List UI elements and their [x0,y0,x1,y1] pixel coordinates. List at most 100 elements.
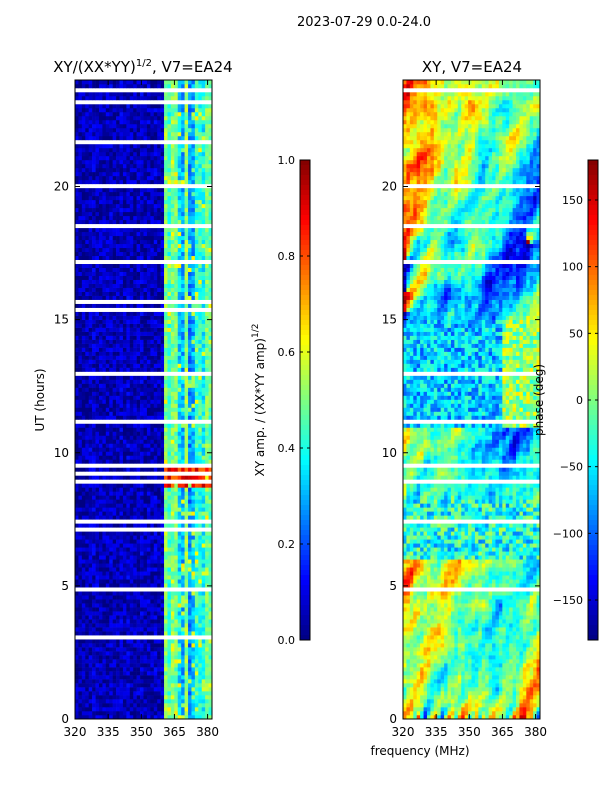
amplitude-cell [160,639,165,644]
amplitude-cell [95,331,100,336]
amplitude-cell [126,559,131,564]
amplitude-cell [194,391,199,396]
amplitude-cell [170,555,175,560]
amplitude-cell [174,687,179,692]
amplitude-cell [136,575,141,580]
amplitude-cell [75,579,79,584]
amplitude-cell [164,571,168,576]
amplitude-cell [102,547,107,552]
amplitude-cell [85,631,89,636]
amplitude-cell [208,531,213,536]
amplitude-cell [75,503,79,508]
amplitude-cell [92,411,96,416]
amplitude-cell [129,303,134,308]
amplitude-cell [105,391,110,396]
amplitude-cell [75,611,79,616]
amplitude-cell [198,335,203,340]
amplitude-cell [102,639,107,644]
amplitude-cell [177,439,182,444]
amplitude-cell [184,379,189,384]
amplitude-cell [201,195,206,201]
amplitude-cell [119,319,124,324]
amplitude-cell [157,287,161,292]
amplitude-cell [112,323,117,328]
amplitude-cell [198,643,203,648]
amplitude-cell [109,379,113,384]
amplitude-cell [116,707,120,712]
amplitude-cell [164,327,168,332]
amplitude-cell [105,251,110,257]
amplitude-cell [105,239,110,245]
amplitude-cell [133,443,137,448]
amplitude-cell [112,599,117,604]
amplitude-cell [150,247,155,253]
amplitude-cell [95,399,100,404]
amplitude-cell [188,595,192,600]
amplitude-cell [143,331,148,336]
amplitude-cell [157,699,161,704]
amplitude-cell [112,651,117,656]
amplitude-cell [109,559,113,564]
amplitude-cell [78,191,83,197]
amplitude-cell [194,179,199,185]
amplitude-cell [164,507,168,512]
amplitude-cell [191,603,196,608]
amplitude-cell [208,359,213,364]
amplitude-cell [102,655,107,660]
amplitude-cell [208,515,213,520]
amplitude-cell [153,695,158,700]
amplitude-cell [150,171,155,177]
amplitude-cell [126,219,131,225]
amplitude-cell [177,543,182,548]
amplitude-cell [157,555,161,560]
amplitude-cell [194,311,199,316]
amplitude-cell [160,435,165,440]
amplitude-cell [133,207,137,213]
amplitude-cell [157,203,161,209]
amplitude-cell [85,555,89,560]
amplitude-cell [157,279,161,284]
amplitude-cell [112,611,117,616]
amplitude-cell [102,359,107,364]
amplitude-cell [78,551,83,556]
amplitude-cell [143,439,148,444]
amplitude-cell [170,355,175,360]
amplitude-cell [116,503,120,508]
amplitude-cell [78,567,83,572]
amplitude-cell [126,523,131,528]
amplitude-cell [188,483,192,488]
amplitude-cell [205,275,209,280]
amplitude-cell [129,239,134,245]
amplitude-cell [126,375,131,380]
amplitude-cell [126,443,131,448]
amplitude-cell [170,687,175,692]
amplitude-cell [75,423,79,428]
amplitude-cell [208,355,213,360]
amplitude-cell [188,227,192,233]
amplitude-cell [92,215,96,221]
amplitude-cell [146,643,151,648]
amplitude-cell [126,683,131,688]
amplitude-cell [109,499,113,504]
amplitude-cell [205,627,209,632]
amplitude-cell [85,211,89,217]
amplitude-cell [98,575,103,580]
amplitude-cell [157,355,161,360]
amplitude-cell [143,303,148,308]
amplitude-cell [85,267,89,272]
amplitude-cell [167,659,172,664]
amplitude-cell [122,643,127,648]
amplitude-cell [157,467,161,472]
amplitude-cell [194,283,199,288]
amplitude-cell [133,435,137,440]
amplitude-cell [102,255,107,261]
amplitude-cell [109,639,113,644]
amplitude-cell [75,207,79,213]
amplitude-cell [95,435,100,440]
amplitude-cell [122,659,127,664]
amplitude-cell [143,571,148,576]
amplitude-cell [122,187,127,193]
amplitude-cell [164,671,168,676]
amplitude-cell [198,227,203,233]
amplitude-cell [191,615,196,620]
